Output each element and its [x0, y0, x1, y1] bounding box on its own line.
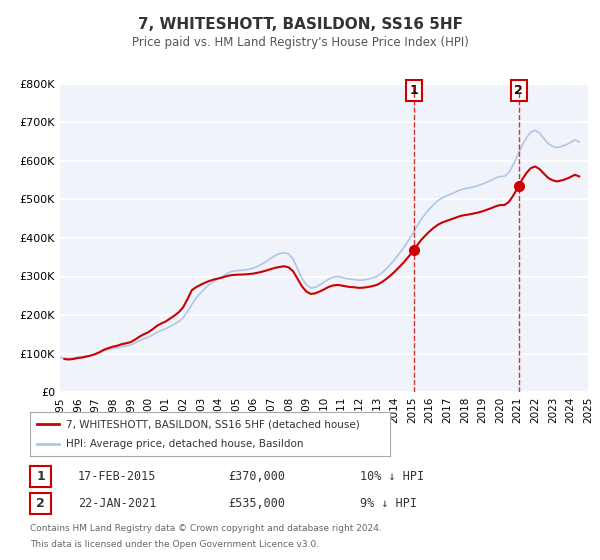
Text: £535,000: £535,000: [228, 497, 285, 510]
Text: 1: 1: [410, 84, 418, 97]
Text: 17-FEB-2015: 17-FEB-2015: [78, 470, 157, 483]
Text: Contains HM Land Registry data © Crown copyright and database right 2024.: Contains HM Land Registry data © Crown c…: [30, 524, 382, 533]
Text: HPI: Average price, detached house, Basildon: HPI: Average price, detached house, Basi…: [66, 439, 304, 449]
Text: 2: 2: [514, 84, 523, 97]
Text: 9% ↓ HPI: 9% ↓ HPI: [360, 497, 417, 510]
Text: Price paid vs. HM Land Registry's House Price Index (HPI): Price paid vs. HM Land Registry's House …: [131, 36, 469, 49]
Text: £370,000: £370,000: [228, 470, 285, 483]
Text: 1: 1: [36, 470, 45, 483]
Text: 7, WHITESHOTT, BASILDON, SS16 5HF (detached house): 7, WHITESHOTT, BASILDON, SS16 5HF (detac…: [66, 419, 360, 429]
Text: 7, WHITESHOTT, BASILDON, SS16 5HF: 7, WHITESHOTT, BASILDON, SS16 5HF: [137, 17, 463, 32]
Text: 22-JAN-2021: 22-JAN-2021: [78, 497, 157, 510]
Text: 10% ↓ HPI: 10% ↓ HPI: [360, 470, 424, 483]
Text: 2: 2: [36, 497, 45, 510]
Text: This data is licensed under the Open Government Licence v3.0.: This data is licensed under the Open Gov…: [30, 540, 319, 549]
